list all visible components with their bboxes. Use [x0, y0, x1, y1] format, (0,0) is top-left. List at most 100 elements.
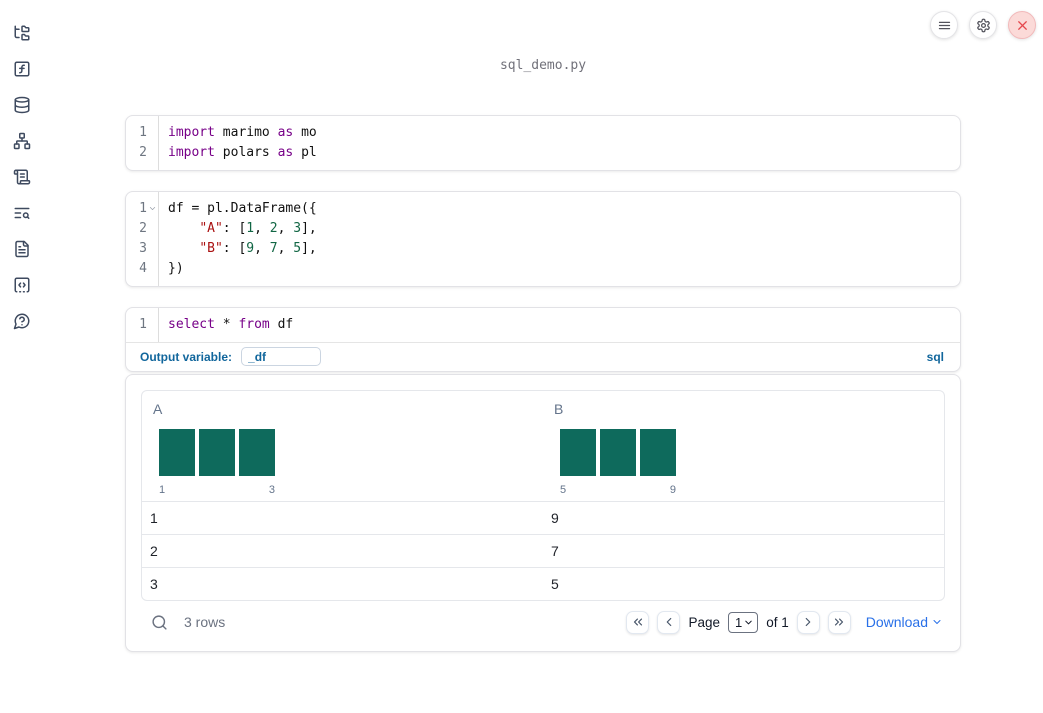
histogram-bar — [640, 429, 676, 476]
sql-cell-footer: Output variable: sql — [126, 342, 960, 371]
notebook-menu-button[interactable] — [930, 11, 958, 39]
column-histogram — [159, 429, 275, 476]
download-label: Download — [865, 614, 928, 630]
code-line: df = pl.DataFrame({ — [168, 201, 317, 216]
code-line: select * from df — [168, 317, 294, 332]
code-cell-dataframe[interactable]: 1 2 3 4 df = pl.DataFrame({ "A": [1, 2, 3], … — [125, 191, 961, 287]
histogram-bar — [600, 429, 636, 476]
function-square-icon — [13, 60, 31, 78]
first-page-button[interactable] — [626, 610, 650, 634]
code-line: "B": [9, 7, 5], — [199, 241, 317, 256]
chevron-down-icon — [931, 616, 943, 628]
histogram-bar — [199, 429, 235, 476]
code-line: "A": [1, 2, 3], — [199, 221, 317, 236]
hist-max-label: 9 — [669, 484, 676, 496]
table-cell: 7 — [551, 543, 559, 559]
sidebar-item-table-of-contents[interactable] — [13, 204, 31, 222]
last-page-button[interactable] — [827, 610, 851, 634]
line-number: 1 — [139, 317, 147, 332]
code-editor[interactable]: import marimo as mo import polars as pl — [159, 116, 960, 170]
column-histogram — [560, 429, 676, 476]
fold-chevron-icon[interactable] — [148, 204, 157, 213]
network-icon — [13, 132, 31, 150]
sql-language-badge[interactable]: sql — [926, 349, 944, 364]
output-variable-input[interactable] — [241, 347, 322, 366]
sidebar-item-help[interactable] — [13, 312, 31, 330]
histogram-bar — [239, 429, 275, 476]
table-footer: 3 rows Page 1 of 1 Download — [141, 608, 945, 636]
line-number: 3 — [139, 241, 147, 256]
output-variable-label: Output variable: — [140, 349, 233, 364]
notebook-filename[interactable]: sql_demo.py — [499, 58, 587, 73]
line-number: 1 — [126, 199, 158, 219]
line-number: 4 — [139, 261, 147, 276]
code-line: import polars as pl — [168, 145, 317, 160]
line-number: 1 — [139, 125, 147, 140]
notebook-actions — [930, 11, 1036, 39]
prev-page-button[interactable] — [657, 610, 681, 634]
shutdown-button[interactable] — [1008, 11, 1036, 39]
code-line: }) — [168, 261, 184, 276]
row-count: 3 rows — [184, 614, 226, 630]
next-page-button[interactable] — [796, 610, 820, 634]
line-number: 2 — [139, 221, 147, 236]
hist-min-label: 5 — [560, 484, 567, 496]
close-icon — [1015, 18, 1030, 33]
settings-button[interactable] — [969, 11, 997, 39]
histogram-bar — [560, 429, 596, 476]
sidebar-item-dependencies[interactable] — [13, 132, 31, 150]
table-cell: 1 — [150, 510, 158, 526]
code-square-icon — [13, 276, 31, 294]
sidebar-item-documentation[interactable] — [13, 240, 31, 258]
notebook: sql_demo.py 1 2 import marimo as mo import … — [125, 0, 961, 652]
sidebar-item-variables[interactable] — [13, 60, 31, 78]
column-name: B — [554, 401, 564, 417]
page-select-value: 1 — [734, 614, 743, 630]
database-icon — [13, 96, 31, 114]
code-line: import marimo as mo — [168, 125, 317, 140]
column-name: A — [153, 401, 163, 417]
search-icon[interactable] — [151, 614, 168, 631]
hist-max-label: 3 — [268, 484, 275, 496]
menu-icon — [937, 18, 952, 33]
page-of-label: of 1 — [766, 614, 789, 630]
code-editor[interactable]: df = pl.DataFrame({ "A": [1, 2, 3], "B":… — [159, 192, 960, 286]
sidebar-item-logs[interactable] — [13, 168, 31, 186]
code-editor[interactable]: select * from df — [159, 308, 960, 342]
scroll-text-icon — [13, 168, 31, 186]
hist-min-label: 1 — [159, 484, 166, 496]
pagination: Page 1 of 1 Download — [626, 610, 943, 634]
code-cell-imports[interactable]: 1 2 import marimo as mo import polars as pl — [125, 115, 961, 171]
sidebar-item-snippets[interactable] — [13, 276, 31, 294]
histogram-bar — [159, 429, 195, 476]
line-number: 2 — [139, 145, 147, 160]
line-number-gutter: 1 2 3 4 — [126, 192, 159, 286]
table-cell: 2 — [150, 543, 158, 559]
page-select[interactable]: 1 — [727, 611, 759, 633]
gear-icon — [976, 18, 991, 33]
page-label: Page — [688, 614, 720, 630]
file-text-icon — [13, 240, 31, 258]
folder-tree-icon — [13, 24, 31, 42]
sidebar-item-file-explorer[interactable] — [13, 24, 31, 42]
line-number-gutter: 1 — [126, 308, 159, 342]
sql-cell[interactable]: 1 select * from df Output variable: sql — [125, 307, 961, 372]
message-question-icon — [13, 312, 31, 330]
download-button[interactable]: Download — [866, 614, 943, 630]
table-cell: 5 — [551, 576, 559, 592]
sidebar-item-datasources[interactable] — [13, 96, 31, 114]
table-cell: 9 — [551, 510, 559, 526]
text-search-icon — [13, 204, 31, 222]
helper-panel-sidebar — [0, 0, 44, 330]
